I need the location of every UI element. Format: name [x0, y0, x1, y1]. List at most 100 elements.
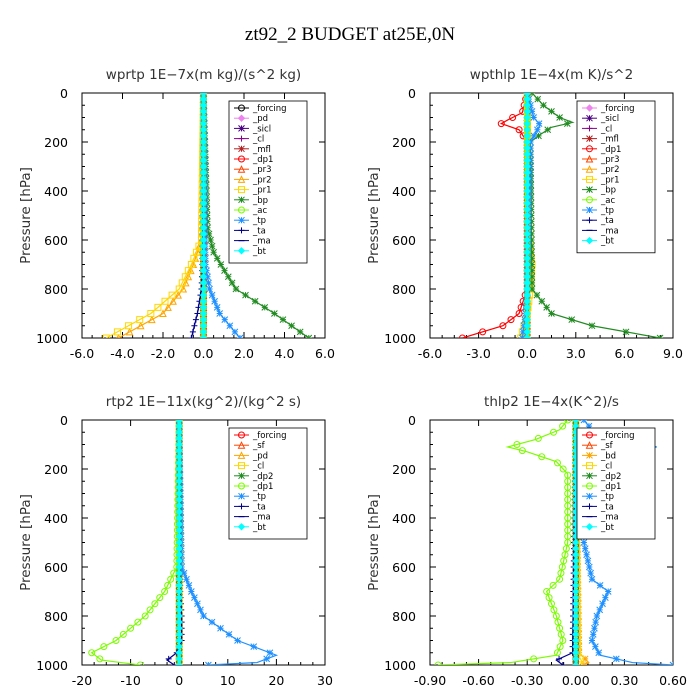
x-tick-label: 20 [268, 673, 284, 688]
series-marker-pr2 [174, 291, 182, 299]
series-marker-dp1 [167, 575, 175, 583]
series-marker-ta [191, 322, 198, 329]
x-tick-label: -4.0 [110, 346, 134, 361]
series-marker-dp1 [553, 649, 561, 657]
legend-label: _dp1 [252, 482, 273, 492]
legend-marker [586, 196, 593, 204]
series-marker-pr1 [102, 334, 110, 338]
x-tick-label: -0.90 [414, 673, 446, 688]
series-marker-bp [251, 297, 259, 305]
x-tick-label: 2.0 [234, 346, 254, 361]
legend-label: _cl [600, 124, 612, 134]
legend-marker [586, 125, 593, 132]
x-tick-label: 0.0 [194, 346, 214, 361]
series-marker-dp1 [127, 624, 135, 632]
panel-2: wpthlp 1E−4x(m K)/s^2 Pressure [hPa] -6.0 -… [366, 67, 683, 361]
series-marker-bp [528, 261, 536, 268]
legend-label: _ma [252, 237, 271, 247]
series-marker-pr1 [113, 328, 121, 336]
series-marker-pr1 [175, 285, 183, 293]
series-marker-bp [305, 334, 313, 338]
series-marker-tp [534, 126, 541, 134]
series-marker-tp [216, 310, 224, 317]
series-marker-dp1 [553, 459, 561, 467]
y-tick-label: 200 [44, 462, 68, 477]
series-marker-pr2 [159, 309, 167, 317]
series-marker-bt [175, 661, 183, 665]
series-marker-ta [192, 316, 199, 323]
series-marker-tp [592, 618, 599, 626]
legend-marker [586, 503, 593, 510]
series-marker-bp [288, 322, 295, 330]
legend-label: _bp [600, 186, 616, 196]
series-marker-dp1 [564, 420, 572, 424]
series-marker-pr2 [169, 297, 177, 305]
series-marker-tp [602, 594, 609, 601]
series-marker-pr2 [181, 278, 190, 287]
series-marker-dp1 [545, 594, 553, 602]
series-marker-bp [224, 273, 232, 281]
series-marker-pr1 [136, 316, 144, 324]
series-marker-tp [225, 631, 233, 638]
series-marker-tp [208, 291, 216, 299]
series-marker-tp [266, 649, 274, 657]
series-marker-ta [559, 662, 566, 665]
legend-marker [237, 165, 246, 173]
y-tick-label: 0 [60, 86, 68, 101]
series-marker-tp [180, 569, 188, 577]
x-tick-label: 0.00 [562, 673, 590, 688]
panel-1: wprtp 1E−7x(m kg)/(s^2 kg) Pressure [hPa]… [18, 67, 335, 361]
series-marker-tp [205, 661, 212, 665]
legend: _forcing_pd_sicl_cl_mfl_dp1_pr3_pr2_pr1_… [228, 100, 308, 264]
series-marker-pr1 [168, 291, 176, 299]
legend-marker [586, 135, 593, 142]
x-tick-label: 9.0 [663, 346, 683, 361]
legend-marker [586, 145, 593, 153]
legend-marker [238, 196, 245, 204]
legend-marker [586, 482, 593, 490]
series-marker-tp [204, 273, 211, 281]
legend-marker [238, 462, 245, 470]
legend-label: _ac [252, 206, 267, 216]
series-marker-bp [213, 255, 221, 262]
legend-label: _bt [252, 523, 267, 533]
series-marker-tp [599, 600, 606, 608]
series-marker-tp [211, 297, 218, 305]
series-marker-bp [568, 316, 576, 323]
legend-marker [237, 175, 246, 183]
legend-marker [237, 247, 246, 255]
series-marker-bp [622, 328, 630, 336]
series-marker-dp1 [556, 624, 564, 632]
series-marker-dp1 [479, 328, 487, 336]
series-marker-tp [580, 539, 588, 546]
series-marker-bp [656, 334, 664, 338]
series-marker-ta [194, 310, 201, 317]
x-tick-label: 10 [220, 673, 236, 688]
legend-marker [586, 186, 593, 193]
y-axis-label: Pressure [hPa] [18, 494, 34, 591]
legend-marker [585, 441, 594, 449]
series-marker-tp [592, 643, 599, 650]
series-line-dp1 [462, 93, 528, 338]
legend-label: _cl [600, 462, 612, 472]
series-marker-bp [242, 291, 249, 299]
series-marker-bp [548, 310, 555, 317]
series-marker-bp [563, 120, 571, 127]
series-marker-dp1 [556, 575, 564, 583]
legend-marker [237, 451, 246, 459]
series-marker-pr2 [125, 327, 134, 336]
series-marker-dp1 [534, 434, 542, 442]
series-marker-tp [263, 655, 271, 663]
legend-marker [586, 217, 593, 224]
series-marker-bp [543, 304, 550, 311]
series-marker-tp [612, 655, 620, 663]
series-marker-tp [587, 569, 595, 577]
series-marker-tp [588, 575, 596, 583]
y-tick-label: 600 [44, 560, 68, 575]
series-marker-dp1 [499, 322, 507, 330]
series-marker-tp [183, 575, 190, 583]
series-marker-ta [556, 655, 563, 662]
y-tick-label: 600 [392, 233, 416, 248]
legend-marker [238, 482, 245, 490]
legend-marker [238, 503, 245, 510]
